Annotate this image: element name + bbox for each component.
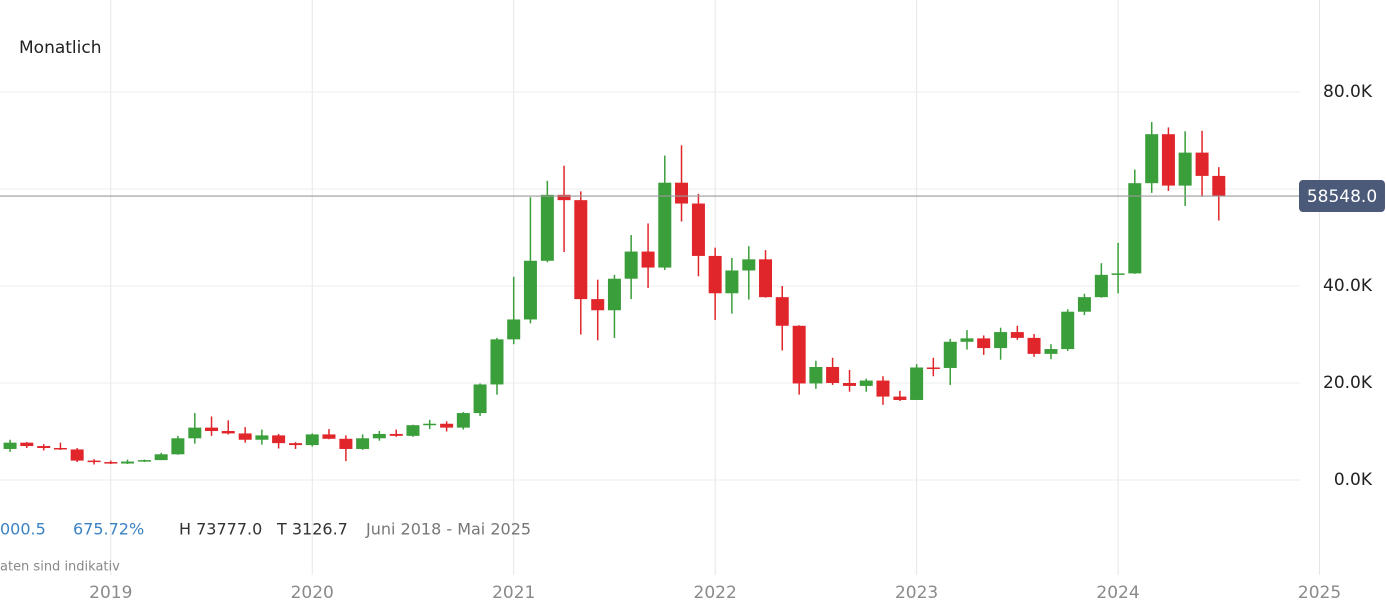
note: aten sind indikativ: [0, 560, 120, 575]
x-tick-label: 2024: [1096, 583, 1139, 603]
last-price-box: [1299, 180, 1385, 213]
candle-body: [859, 380, 873, 386]
candle-body: [708, 255, 722, 294]
candle-body: [994, 332, 1008, 349]
stat-range: Juni 2018 - Mai 2025: [365, 520, 531, 539]
candle-body: [1161, 134, 1175, 186]
candle-body: [943, 341, 957, 368]
candle-body: [339, 438, 353, 449]
candle-body: [1195, 152, 1209, 176]
candle-body: [171, 438, 185, 455]
candle-body: [1212, 175, 1226, 197]
candle-body: [255, 435, 269, 440]
candle-body: [557, 194, 571, 201]
candle-body: [104, 462, 118, 464]
candle-body: [1178, 152, 1192, 186]
candle-body: [305, 434, 319, 446]
candle-body: [456, 413, 470, 428]
candle-body: [137, 460, 151, 462]
candle-body: [960, 338, 974, 342]
candle-body: [1145, 134, 1159, 184]
candle-body: [507, 319, 521, 340]
candle-body: [70, 449, 84, 461]
x-tick-label: 2025: [1298, 583, 1341, 603]
candle-body: [1128, 183, 1142, 274]
candle-body: [423, 423, 437, 426]
candle-body: [691, 203, 705, 256]
candle-body: [725, 270, 739, 294]
candle-body: [188, 427, 202, 439]
stat-change-percent: 675.72%: [73, 520, 144, 539]
candle-body: [473, 384, 487, 414]
candle-body: [1077, 297, 1091, 312]
candle-body: [1111, 273, 1125, 275]
y-tick-label: 40.0K: [1323, 276, 1373, 296]
candle-body: [977, 338, 991, 349]
stat-high: H 73777.0: [179, 520, 262, 539]
candle-body: [238, 433, 252, 440]
candle-body: [406, 425, 420, 436]
candle-body: [322, 434, 336, 439]
x-tick-label: 2022: [694, 583, 737, 603]
candle-body: [1061, 311, 1075, 350]
candle-body: [490, 339, 504, 385]
candle-body: [87, 460, 101, 463]
candle-body: [926, 367, 940, 369]
candle-body: [742, 259, 756, 271]
candle-body: [759, 259, 773, 298]
candle-body: [272, 435, 286, 444]
x-tick-label: 2020: [291, 583, 334, 603]
candle-body: [792, 325, 806, 384]
candle-body: [675, 182, 689, 204]
candle-body: [826, 366, 840, 383]
candle-body: [1010, 332, 1024, 338]
candle-body: [523, 260, 537, 320]
candle-body: [121, 461, 135, 464]
candle-body: [658, 182, 672, 268]
candle-body: [876, 380, 890, 397]
candle-body: [540, 194, 554, 261]
y-tick-label: 0.0K: [1334, 470, 1373, 490]
candle-body: [910, 367, 924, 400]
candle-body: [440, 423, 454, 428]
candle-body: [3, 442, 17, 449]
candle-body: [372, 433, 386, 439]
candle-body: [624, 251, 638, 279]
candle-body: [641, 251, 655, 268]
candle-body: [154, 454, 168, 461]
stat-change: 000.5: [0, 520, 46, 539]
x-tick-label: 2021: [492, 583, 535, 603]
candle-body: [809, 366, 823, 384]
y-tick-label: 20.0K: [1323, 373, 1373, 393]
stat-low: T 3126.7: [276, 520, 348, 539]
candle-body: [775, 297, 789, 326]
candle-body: [574, 200, 588, 300]
candle-body: [893, 396, 907, 400]
candle-body: [1044, 349, 1058, 354]
candle-body: [389, 433, 403, 436]
x-tick-label: 2023: [895, 583, 938, 603]
candle-body: [591, 299, 605, 311]
candle-body: [1027, 337, 1041, 354]
y-tick-label: 80.0K: [1323, 82, 1373, 102]
candle-body: [607, 278, 621, 311]
candle-body: [20, 442, 34, 447]
candle-body: [356, 438, 370, 449]
x-tick-label: 2019: [89, 583, 132, 603]
last-price-label: 58548.0: [1307, 187, 1377, 207]
candle-body: [37, 446, 51, 448]
candle-body: [843, 383, 857, 386]
candle-body: [1094, 274, 1108, 298]
candle-body: [53, 447, 67, 450]
candle-body: [289, 443, 303, 446]
candle-body: [221, 431, 235, 434]
chart-title: Monatlich: [19, 38, 102, 58]
candle-body: [205, 427, 219, 432]
